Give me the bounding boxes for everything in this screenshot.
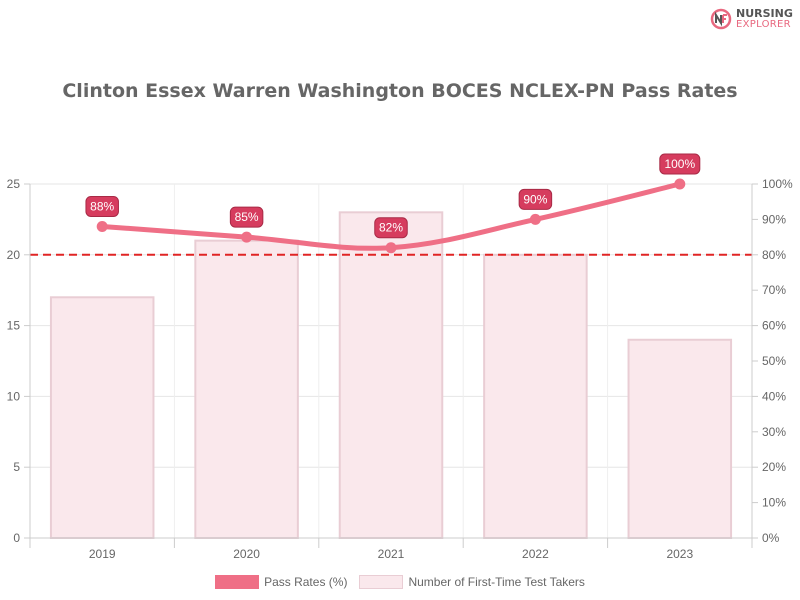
legend: Pass Rates (%) Number of First-Time Test…: [0, 575, 800, 589]
y-right-tick-label: 40%: [762, 389, 786, 403]
pass-rate-point: [529, 213, 541, 225]
y-right-tick-label: 100%: [762, 177, 793, 191]
legend-item-test-takers[interactable]: Number of First-Time Test Takers: [359, 575, 585, 589]
y-right-tick-label: 0%: [762, 531, 780, 545]
legend-label-test-takers: Number of First-Time Test Takers: [408, 575, 585, 589]
y-left-tick-label: 10: [7, 389, 21, 403]
bar: [338, 211, 444, 539]
legend-swatch-line: [215, 575, 260, 589]
y-left-tick-label: 25: [7, 177, 21, 191]
brand-logo: NURSING EXPLORER: [710, 8, 793, 30]
x-tick-label: 2019: [89, 547, 116, 561]
x-tick-label: 2021: [378, 547, 405, 561]
data-label-box: [85, 195, 119, 217]
y-right-tick-label: 50%: [762, 354, 786, 368]
y-right-tick-label: 80%: [762, 248, 786, 262]
legend-swatch-bar: [359, 575, 404, 589]
data-label-box: [659, 153, 701, 175]
brand-name-line1: NURSING: [736, 7, 793, 20]
legend-item-pass-rates[interactable]: Pass Rates (%): [215, 575, 347, 589]
data-label-box: [518, 188, 553, 210]
y-left-tick-label: 20: [7, 248, 21, 262]
data-label: 88%: [90, 199, 114, 213]
legend-label-pass-rates: Pass Rates (%): [264, 575, 348, 589]
x-tick-label: 2020: [233, 547, 260, 561]
data-label: 90%: [523, 192, 547, 206]
bar: [49, 296, 155, 539]
pass-rate-point: [385, 242, 397, 254]
brand-icon: [710, 8, 732, 30]
x-tick-label: 2023: [666, 547, 693, 561]
pass-rate-line-group: [96, 178, 686, 254]
pass-rate-point: [674, 178, 686, 190]
axes: 0 5 10 15 20 25 0% 10% 20% 30% 40% 50% 60% 70% 80% 90% 1…: [7, 177, 793, 561]
x-tick-label: 2022: [522, 547, 549, 561]
pass-rate-point: [241, 231, 253, 243]
y-right-tick-label: 90%: [762, 212, 786, 226]
data-label: 82%: [379, 221, 403, 235]
y-left-tick-label: 15: [7, 319, 21, 333]
data-label: 100%: [664, 157, 695, 171]
y-left-tick-label: 0: [13, 531, 20, 545]
y-right-tick-label: 20%: [762, 460, 786, 474]
data-label-box: [229, 206, 264, 228]
bar: [483, 253, 588, 540]
bar: [627, 338, 733, 540]
y-right-tick-label: 60%: [762, 319, 786, 333]
brand-name-line2: EXPLORER: [736, 19, 791, 30]
bar: [194, 239, 299, 539]
y-right-tick-label: 10%: [762, 496, 786, 510]
data-label-box: [374, 217, 408, 239]
y-left-tick-label: 5: [13, 460, 20, 474]
data-labels: 88% 85% 82% 90% 100%: [85, 153, 701, 239]
chart-title: Clinton Essex Warren Washington BOCES NC…: [62, 80, 738, 102]
bars: [49, 211, 733, 540]
y-right-tick-label: 30%: [762, 425, 786, 439]
y-right-tick-label: 70%: [762, 283, 786, 297]
data-label: 85%: [235, 210, 259, 224]
pass-rate-point: [96, 220, 108, 232]
